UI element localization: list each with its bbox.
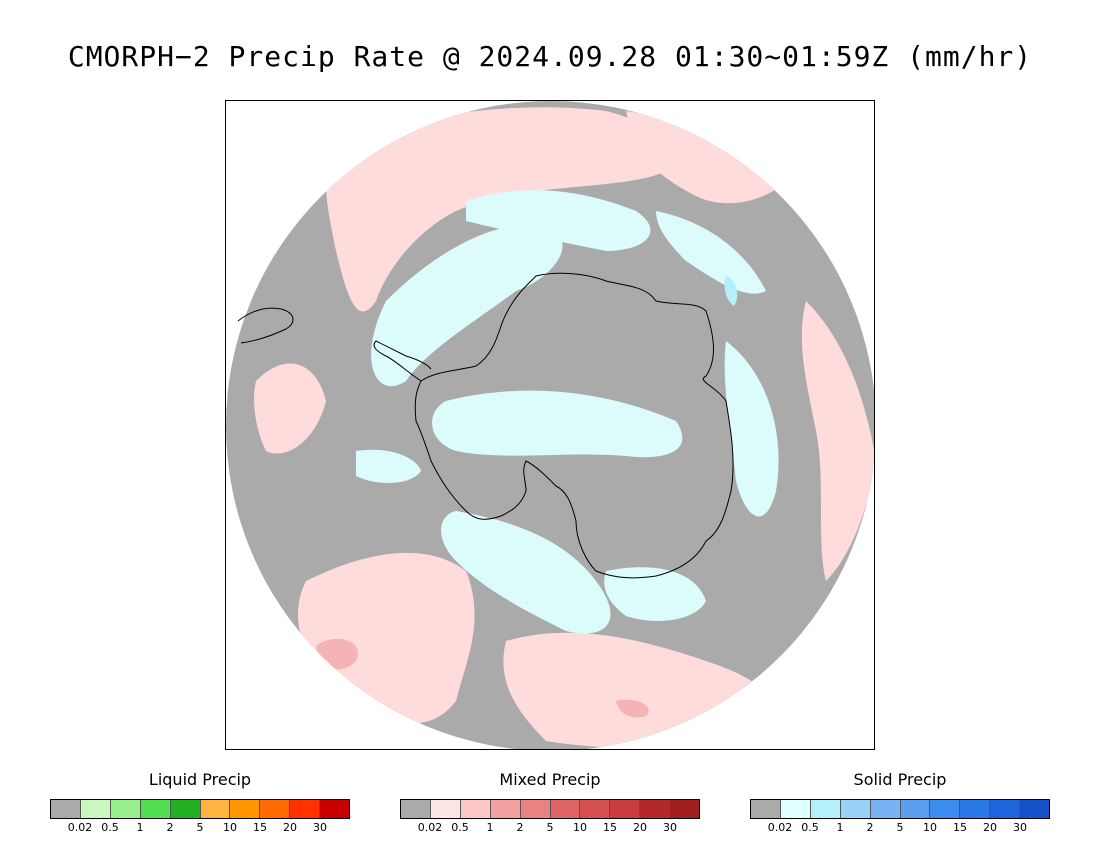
legend-tick-label: 0.02 — [417, 821, 443, 834]
legend-swatch — [1020, 800, 1050, 818]
legend-tick-label: 0.5 — [801, 821, 819, 834]
legend-swatch — [170, 800, 201, 818]
mixed-precip-east — [801, 301, 874, 581]
legend-ticks: 0.02 0.5 1 2 5 10 15 20 30 — [400, 821, 700, 835]
map-frame — [225, 100, 875, 750]
legend-swatch — [290, 800, 321, 818]
legend-swatch — [230, 800, 261, 818]
legend-mixed: Mixed Precip 0.02 0.5 1 2 5 10 15 20 30 — [400, 770, 700, 835]
legend-swatch — [640, 800, 671, 818]
legend-ticks: 0.02 0.5 1 2 5 10 15 20 30 — [750, 821, 1050, 835]
legend-swatch — [840, 800, 871, 818]
solid-precip-center — [432, 390, 683, 458]
legend-swatch — [990, 800, 1021, 818]
legend-tick-label: 0.02 — [67, 821, 93, 834]
legend-swatches — [750, 799, 1050, 819]
legend-swatch — [960, 800, 991, 818]
legend-tick-label: 10 — [573, 821, 587, 834]
solid-precip-southeast — [604, 567, 706, 621]
legend-solid: Solid Precip 0.02 0.5 1 2 5 10 15 20 30 — [750, 770, 1050, 835]
legend-swatch — [110, 800, 141, 818]
legend-swatch — [430, 800, 461, 818]
south-america-tip — [237, 307, 294, 344]
legend-swatch — [80, 800, 111, 818]
legend-swatch — [260, 800, 291, 818]
mixed-precip-northeast — [626, 111, 786, 204]
legend-swatch — [401, 800, 431, 818]
legend-swatches — [400, 799, 700, 819]
antarctica-coastline — [414, 272, 734, 579]
legend-swatch — [810, 800, 841, 818]
legend-swatch — [460, 800, 491, 818]
legend-swatch — [200, 800, 231, 818]
legend-swatch — [670, 800, 700, 818]
solid-precip-east-band — [724, 341, 779, 517]
legend-swatch — [930, 800, 961, 818]
legend-tick-label: 5 — [196, 821, 204, 834]
legend-swatch — [520, 800, 551, 818]
polar-map — [226, 101, 874, 749]
solid-precip-east-blue — [724, 276, 738, 306]
legend-swatch — [51, 800, 81, 818]
legend-swatch — [580, 800, 611, 818]
solid-precip-south — [441, 511, 611, 634]
solid-precip-northeast — [656, 211, 766, 294]
legend-swatch — [550, 800, 581, 818]
antarctic-peninsula — [373, 340, 432, 382]
legend-title: Liquid Precip — [148, 770, 252, 789]
legend-ticks: 0.02 0.5 1 2 5 10 15 20 30 — [50, 821, 350, 835]
legend-tick-label: 10 — [223, 821, 237, 834]
legend-tick-label: 1 — [136, 821, 144, 834]
legend-tick-label: 20 — [983, 821, 997, 834]
legend-title: Solid Precip — [853, 770, 947, 789]
mixed-precip-westbank — [254, 363, 326, 454]
mixed-precip-north — [326, 107, 668, 312]
legend-swatch — [870, 800, 901, 818]
legend-title: Mixed Precip — [499, 770, 601, 789]
legend-swatch — [490, 800, 521, 818]
legend-swatches — [50, 799, 350, 819]
solid-precip-west-streaks — [371, 224, 563, 387]
legend-tick-label: 10 — [923, 821, 937, 834]
legend-swatch — [751, 800, 781, 818]
legend-tick-label: 2 — [166, 821, 174, 834]
legend-tick-label: 20 — [283, 821, 297, 834]
legend-tick-label: 30 — [663, 821, 677, 834]
legend-tick-label: 30 — [1013, 821, 1027, 834]
legend-tick-label: 20 — [633, 821, 647, 834]
map-title: CMORPH−2 Precip Rate @ 2024.09.28 01:30~… — [67, 40, 1033, 73]
legend-tick-label: 0.02 — [767, 821, 793, 834]
legend-tick-label: 0.5 — [101, 821, 119, 834]
legend-swatch — [140, 800, 171, 818]
legend-tick-label: 0.5 — [451, 821, 469, 834]
legend-tick-label: 2 — [866, 821, 874, 834]
solid-precip-north-streaks — [466, 190, 651, 251]
legend-liquid: Liquid Precip 0.02 0.5 1 2 5 10 15 20 30 — [50, 770, 350, 835]
legend-tick-label: 1 — [486, 821, 494, 834]
legend-swatch — [320, 800, 350, 818]
mixed-precip-southwest — [297, 552, 475, 724]
legend-tick-label: 30 — [313, 821, 327, 834]
legend-tick-label: 15 — [953, 821, 967, 834]
legend-tick-label: 15 — [603, 821, 617, 834]
legend-tick-label: 5 — [546, 821, 554, 834]
mixed-precip-darker-2 — [616, 699, 649, 718]
legend-tick-label: 2 — [516, 821, 524, 834]
solid-precip-westbank — [356, 449, 421, 483]
legend-swatch — [900, 800, 931, 818]
legend-tick-label: 5 — [896, 821, 904, 834]
legend-tick-label: 15 — [253, 821, 267, 834]
legend-tick-label: 1 — [836, 821, 844, 834]
legend-swatch — [610, 800, 641, 818]
legend-swatch — [780, 800, 811, 818]
